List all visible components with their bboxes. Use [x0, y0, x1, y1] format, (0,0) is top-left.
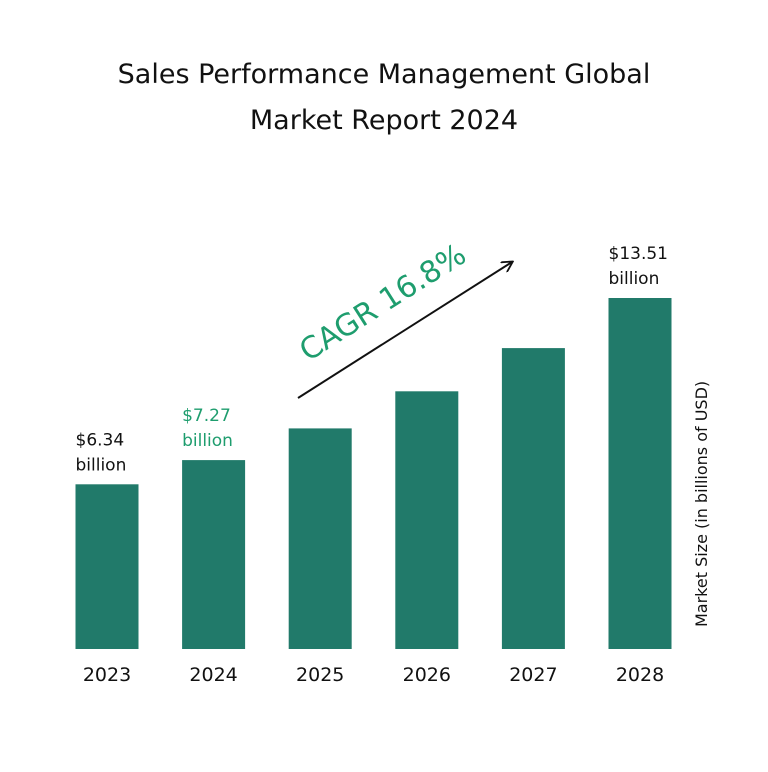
data-label-unit-2023: billion	[76, 455, 127, 475]
x-tick-label-2028: 2028	[616, 664, 664, 686]
x-tick-label-2026: 2026	[403, 664, 451, 686]
y-axis-label: Market Size (in billions of USD)	[692, 381, 711, 627]
x-tick-label-2025: 2025	[296, 664, 344, 686]
data-label-amount-2028: $13.51	[609, 244, 668, 264]
bar-group	[75, 298, 672, 649]
bar-2026	[395, 391, 459, 649]
chart-title-line-1: Sales Performance Management Global	[117, 59, 651, 90]
chart-title-line-2: Market Report 2024	[249, 105, 519, 136]
data-label-unit-2028: billion	[609, 269, 660, 289]
bar-2028	[608, 298, 672, 649]
cagr-annotation: CAGR 16.8%	[293, 237, 472, 369]
data-labels: $6.34 billion $7.27 billion $13.51 billion	[76, 244, 668, 475]
x-tick-label-2027: 2027	[509, 664, 557, 686]
x-tick-label-2023: 2023	[83, 664, 131, 686]
bar-2027	[501, 348, 565, 649]
bar-2023	[75, 484, 139, 649]
bar-2024	[182, 460, 246, 649]
data-label-amount-2023: $6.34	[76, 430, 125, 450]
trend-arrow	[297, 262, 512, 399]
x-tick-label-2024: 2024	[189, 664, 237, 686]
x-tick-labels: 2023 2024 2025 2026 2027 2028	[83, 664, 664, 686]
data-label-amount-2024: $7.27	[182, 406, 231, 426]
chart-title: Sales Performance Management Global Mark…	[0, 52, 768, 144]
bar-2025	[288, 428, 352, 649]
data-label-unit-2024: billion	[182, 431, 233, 451]
